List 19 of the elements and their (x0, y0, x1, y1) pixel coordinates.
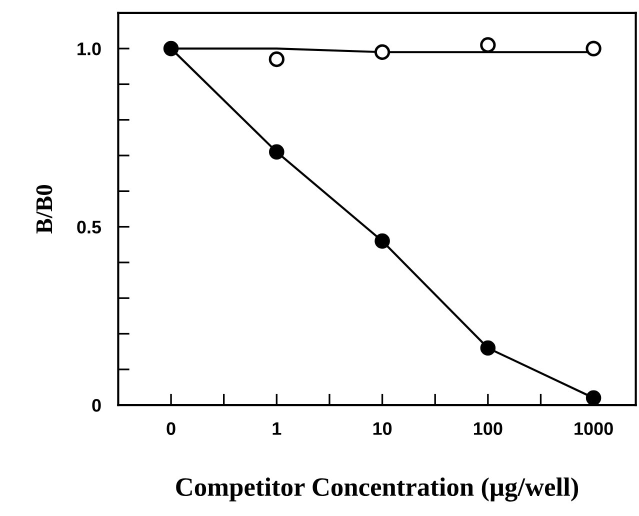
y-tick-label: 0.5 (77, 220, 102, 234)
x-tick-label: 100 (474, 422, 502, 435)
point (480, 37, 496, 53)
y-axis-title: B/B0 (36, 184, 52, 234)
point (586, 40, 602, 56)
point (586, 390, 602, 406)
x-tick-label: 10 (373, 422, 392, 435)
point (374, 44, 390, 60)
point (374, 233, 390, 249)
x-tick-label: 0 (166, 422, 176, 435)
point (480, 340, 496, 356)
point (268, 51, 284, 68)
x-tick-label: 1 (272, 422, 282, 435)
x-axis-title: Competitor Concentration (μg/well) (176, 477, 578, 502)
point (163, 40, 179, 56)
x-tick-label: 1000 (574, 422, 613, 435)
point (269, 144, 284, 160)
y-tick-label: 1.0 (78, 42, 101, 56)
y-tick-label: 0 (92, 398, 101, 412)
